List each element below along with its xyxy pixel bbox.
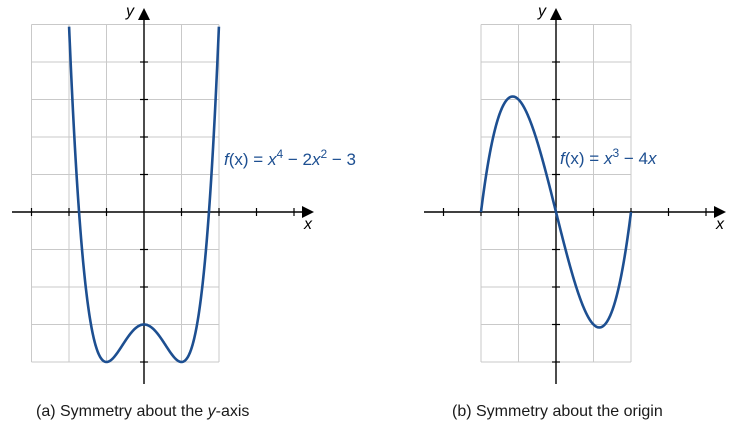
y-axis-label-a: y — [125, 3, 135, 20]
y-axis-label-b: y — [537, 3, 547, 20]
eq-a-op2: − 3 — [327, 150, 356, 169]
eq-b-t1: x — [603, 149, 613, 168]
x-axis-label-b: x — [715, 216, 725, 233]
panel-a: x y f(x) = x4 − 2x2 − 3 (a) Symmetry abo… — [12, 3, 356, 420]
equation-a: f(x) = x4 − 2x2 − 3 — [224, 147, 356, 169]
eq-a-op1: − 2 — [283, 150, 312, 169]
eq-a-eq: = — [249, 150, 268, 169]
eq-a-t1-exp: 4 — [276, 147, 283, 161]
caption-a-italic: y — [207, 403, 217, 420]
eq-b-f: f — [560, 149, 567, 168]
y-axis-arrow-a — [138, 8, 150, 20]
caption-b-pre: (b) Symmetry about the origin — [452, 403, 663, 420]
eq-b-t2: x — [647, 149, 657, 168]
curve-b — [479, 95, 633, 329]
eq-b-arg: (x) — [565, 149, 585, 168]
eq-b-eq: = — [585, 149, 604, 168]
caption-a-pre: (a) Symmetry about the — [36, 403, 208, 420]
x-axis-arrow-b — [714, 206, 726, 218]
ticks-a — [30, 61, 295, 363]
grid-a — [31, 24, 220, 363]
equation-b: f(x) = x3 − 4x — [560, 146, 657, 168]
x-axis-arrow-a — [302, 206, 314, 218]
panel-b: x y f(x) = x3 − 4x (b) Symmetry about th… — [424, 3, 726, 420]
axes-b — [424, 8, 726, 384]
caption-a-post: -axis — [216, 403, 250, 420]
eq-a-arg: (x) — [229, 150, 249, 169]
eq-a-t2-exp: 2 — [320, 147, 327, 161]
eq-a-t2: x — [311, 150, 321, 169]
caption-b: (b) Symmetry about the origin — [452, 403, 663, 420]
curve-a — [67, 26, 221, 364]
y-axis-arrow-b — [550, 8, 562, 20]
eq-b-t1-exp: 3 — [612, 146, 619, 160]
eq-a-f: f — [224, 150, 231, 169]
caption-a: (a) Symmetry about the y-axis — [36, 403, 249, 420]
eq-b-op1: − 4 — [619, 149, 648, 168]
ticks-b — [442, 61, 707, 363]
eq-a-t1: x — [267, 150, 277, 169]
axes-a — [12, 8, 314, 384]
x-axis-label-a: x — [303, 216, 313, 233]
